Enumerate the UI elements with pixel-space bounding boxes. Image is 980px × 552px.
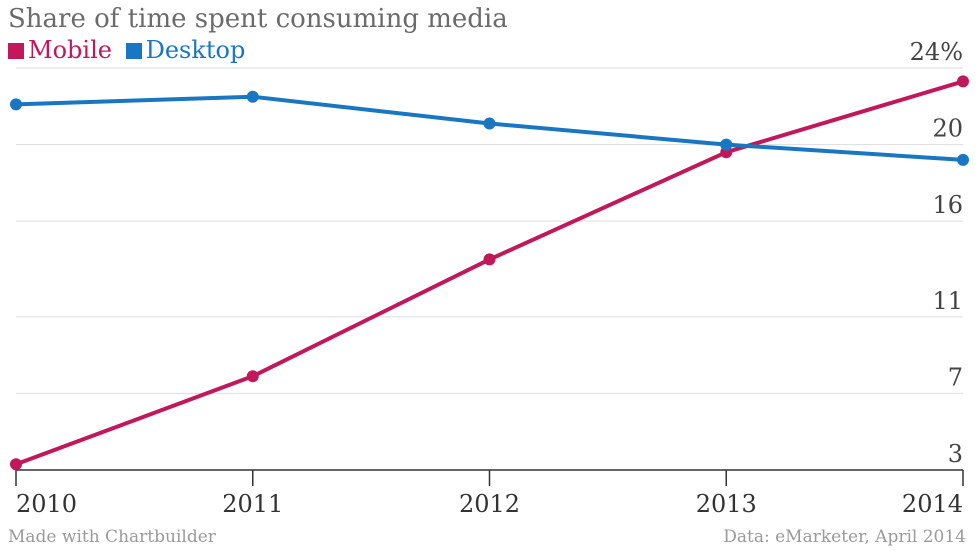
data-point-desktop [483,117,496,130]
legend-swatch-mobile [8,43,24,59]
legend-label-desktop: Desktop [145,36,246,64]
chart-legend: Mobile Desktop [8,36,251,64]
legend-label-mobile: Mobile [28,36,112,64]
footer-credit: Made with Chartbuilder [8,527,216,547]
y-tick-label: 20 [932,115,963,143]
x-tick-label: 2014 [902,490,963,518]
data-point-mobile [957,75,969,88]
series-layer [10,75,969,471]
series-line-mobile [14,79,965,467]
x-tick-label: 2010 [16,490,77,518]
data-point-desktop [957,153,969,166]
data-point-desktop [246,90,259,103]
x-axis [15,469,964,486]
legend-swatch-desktop [125,43,142,59]
data-point-mobile [483,253,496,266]
footer-source: Data: eMarketer, April 2014 [723,527,966,547]
y-tick-label: 7 [948,363,963,391]
y-tick-label: 3 [948,440,963,468]
legend-entry-mobile: Mobile [8,36,112,64]
data-point-mobile [10,458,22,471]
data-point-mobile [246,370,259,383]
data-point-desktop [720,138,733,151]
x-tick-label: 2011 [222,490,283,518]
x-tick-label: 2013 [696,490,757,518]
tick-label-layer: 3 7 11 16 20 24% 2010 2011 2012 2013 2014 [16,38,963,518]
y-tick-label: 16 [932,191,963,219]
y-tick-label: 11 [932,287,963,315]
chart-title: Share of time spent consuming media [8,4,508,34]
x-tick-label: 2012 [459,490,520,518]
data-point-desktop [10,98,22,111]
legend-entry-desktop: Desktop [125,36,246,64]
y-tick-label: 24% [910,38,963,66]
